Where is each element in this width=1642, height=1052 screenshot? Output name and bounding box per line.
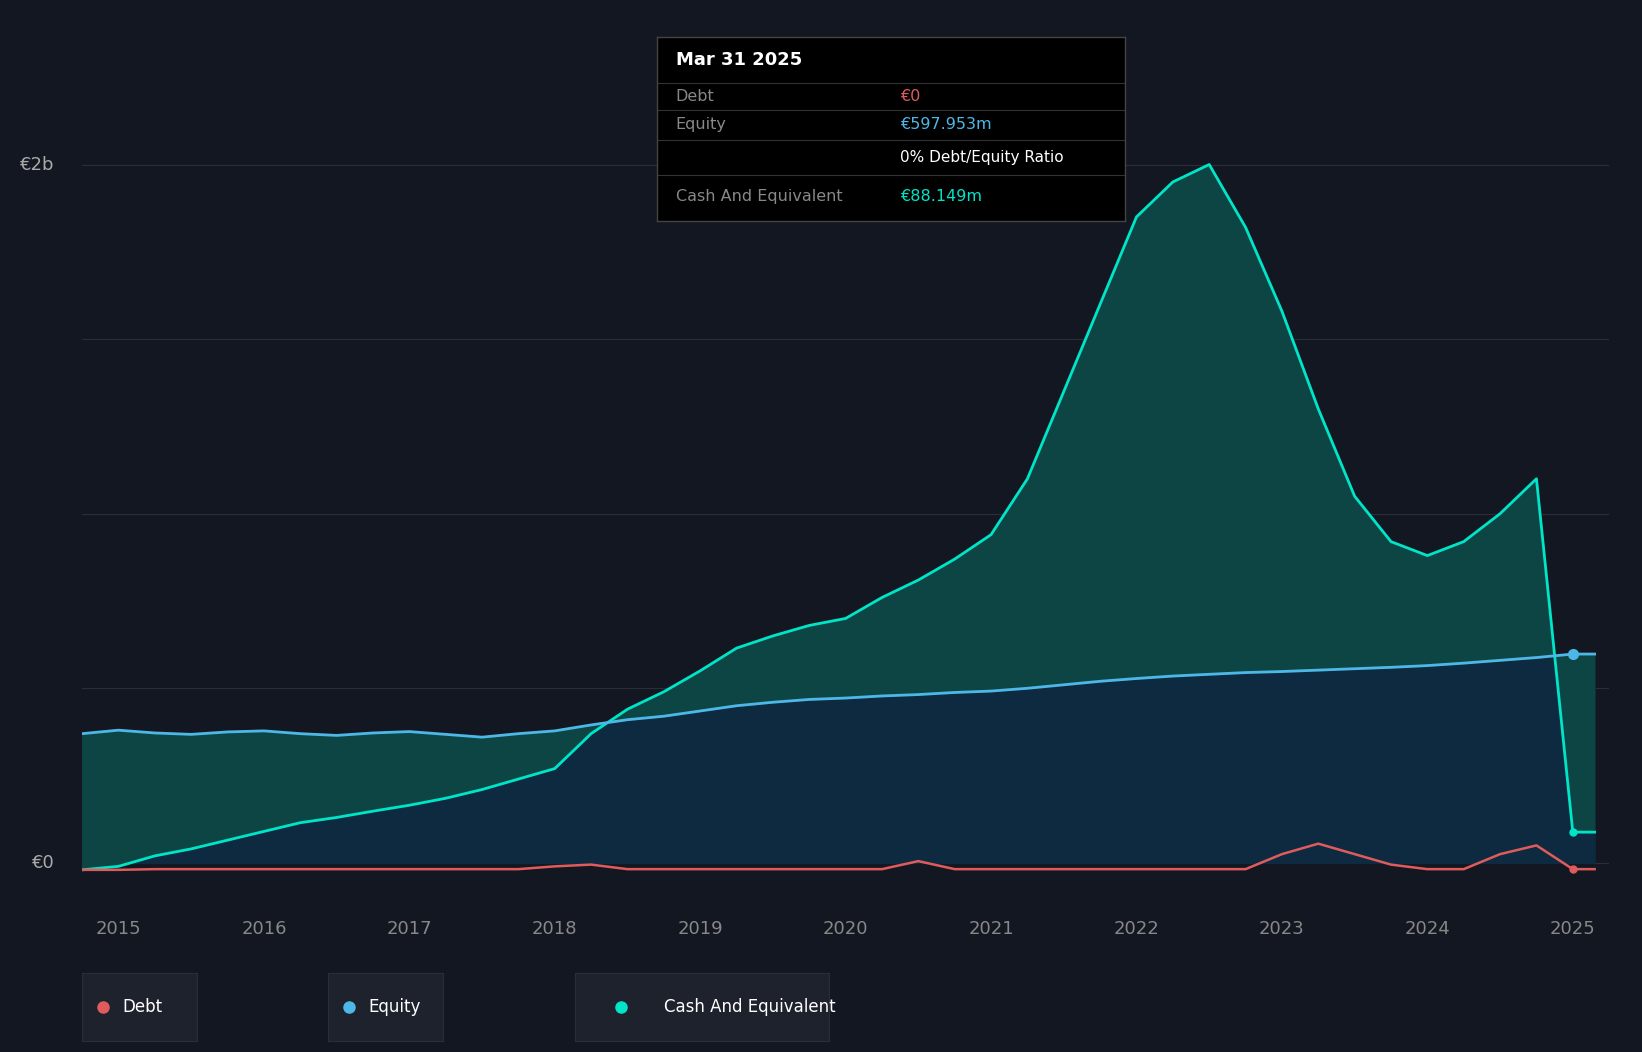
Text: €0: €0	[31, 854, 54, 872]
Text: €597.953m: €597.953m	[900, 117, 992, 132]
Text: Cash And Equivalent: Cash And Equivalent	[663, 998, 836, 1016]
Text: €2b: €2b	[20, 156, 54, 174]
Text: Debt: Debt	[123, 998, 163, 1016]
Text: 0% Debt/Equity Ratio: 0% Debt/Equity Ratio	[900, 149, 1064, 165]
Text: Equity: Equity	[369, 998, 420, 1016]
Text: Equity: Equity	[675, 117, 726, 132]
Text: Mar 31 2025: Mar 31 2025	[675, 50, 801, 68]
Text: €0: €0	[900, 89, 921, 104]
Text: Cash And Equivalent: Cash And Equivalent	[675, 188, 842, 204]
Text: €88.149m: €88.149m	[900, 188, 982, 204]
Text: Debt: Debt	[675, 89, 714, 104]
